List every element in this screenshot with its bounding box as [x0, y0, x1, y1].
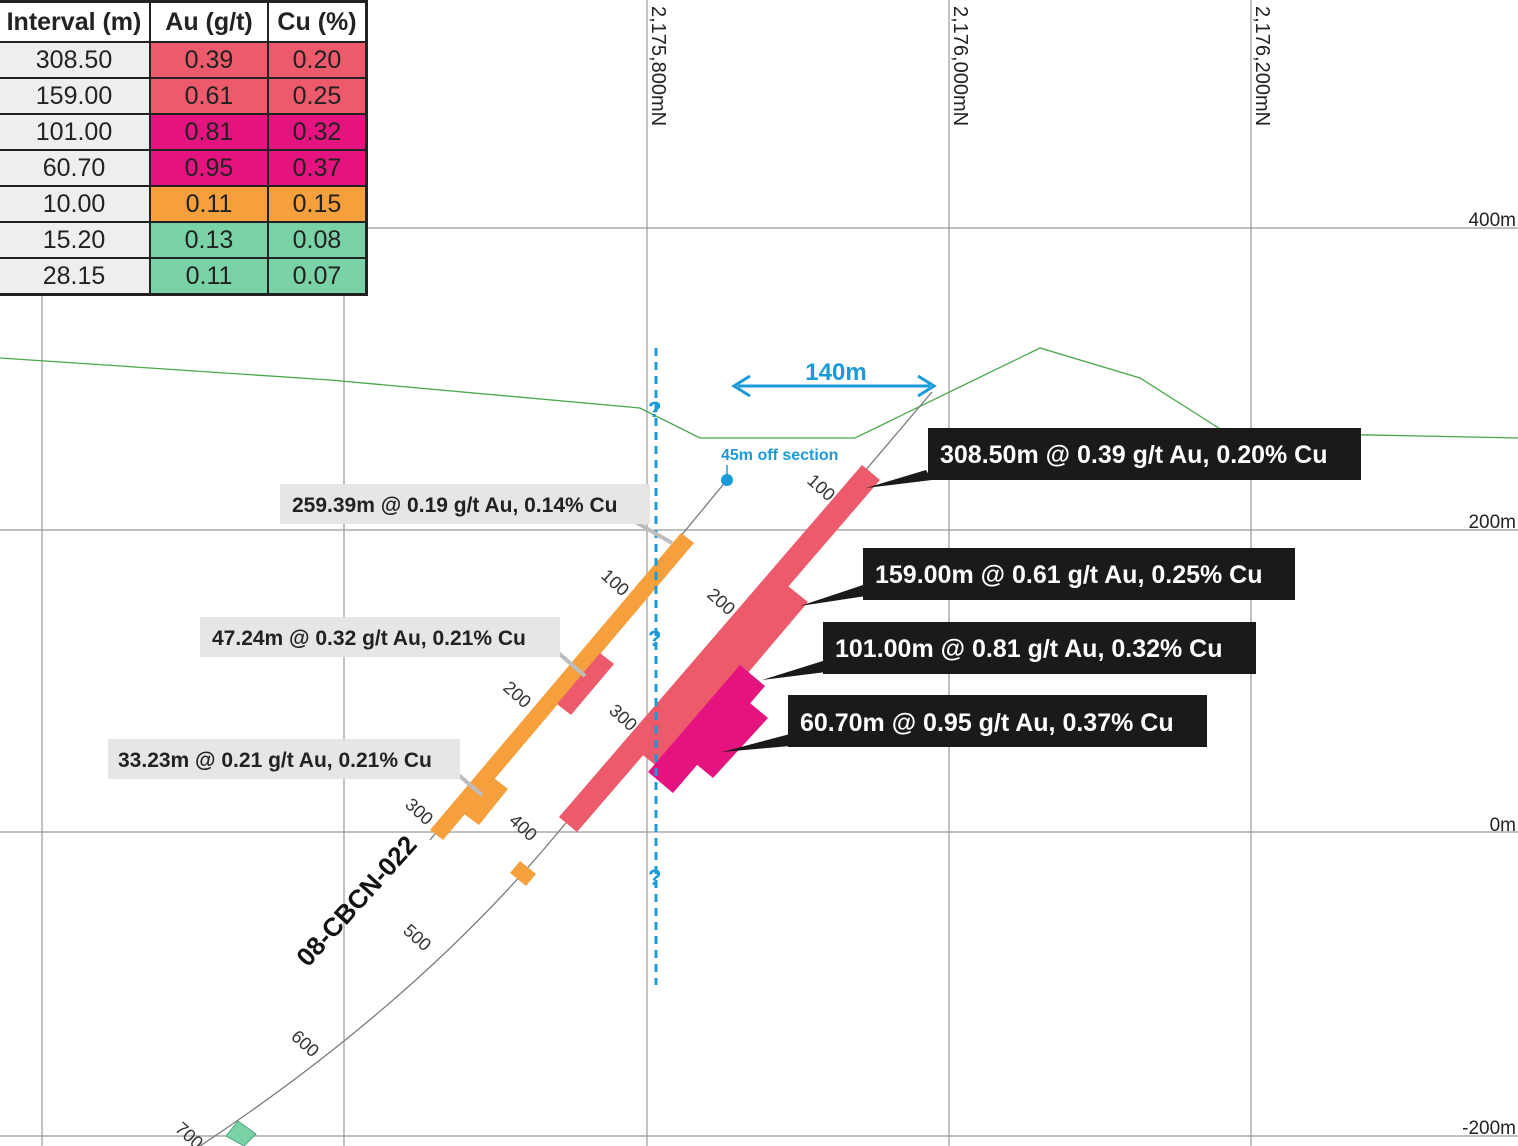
cell-interval: 28.15: [0, 257, 151, 296]
cell-interval: 10.00: [0, 185, 151, 223]
depth-tick-left-100: 100: [597, 565, 633, 600]
callout-left-3: 33.23m @ 0.21 g/t Au, 0.21% Cu: [118, 749, 432, 772]
table-row: 10.00 0.11 0.15: [0, 185, 368, 223]
table-row: 159.00 0.61 0.25: [0, 77, 368, 115]
interval-red-short: [557, 653, 614, 715]
callout-right-3-box: [823, 622, 1256, 674]
elevation-label-minus-200: -200m: [1462, 1118, 1516, 1139]
depth-tick-left-300: 300: [401, 794, 437, 829]
interval-green: [225, 1120, 257, 1146]
depth-tick-right-400: 400: [505, 810, 541, 845]
callout-right-1-box: [928, 428, 1361, 480]
query-marker-3: ?: [648, 865, 661, 890]
northing-label-2: 2,176,000mN: [949, 6, 971, 126]
elevation-label-200: 200m: [1468, 512, 1516, 533]
distance-label: 140m: [805, 359, 866, 386]
northing-label-1: 2,175,800mN: [647, 6, 669, 126]
drill-trace-right: [199, 391, 933, 1146]
elevation-label-400: 400m: [1468, 210, 1516, 231]
depth-tick-right-700: 700: [171, 1118, 207, 1146]
table-row: 28.15 0.11 0.07: [0, 257, 368, 296]
table-row: 101.00 0.81 0.32: [0, 113, 368, 151]
header-interval: Interval (m): [0, 0, 151, 43]
cell-au: 0.39: [149, 41, 269, 79]
cell-cu: 0.20: [267, 41, 368, 79]
cell-au: 0.95: [149, 149, 269, 187]
callout-left-1: 259.39m @ 0.19 g/t Au, 0.14% Cu: [292, 494, 618, 517]
interval-red-wide: [639, 582, 808, 772]
interval-red-main: [559, 465, 880, 832]
callout-left-3-box: [108, 739, 460, 779]
topography-line: [0, 347, 1518, 439]
left-hole-intervals: [430, 533, 694, 886]
callouts-left: 259.39m @ 0.19 g/t Au, 0.14% Cu 47.24m @…: [108, 484, 673, 797]
cell-au: 0.81: [149, 113, 269, 151]
hole-id-label: 08-CBCN-022: [290, 830, 423, 972]
cell-cu: 0.08: [267, 221, 368, 259]
callout-right-4: 60.70m @ 0.95 g/t Au, 0.37% Cu: [800, 709, 1174, 737]
callout-right-3: 101.00m @ 0.81 g/t Au, 0.32% Cu: [835, 635, 1223, 663]
header-au: Au (g/t): [149, 0, 269, 43]
callout-right-4-box: [788, 695, 1207, 747]
callout-right-1: 308.50m @ 0.39 g/t Au, 0.20% Cu: [940, 441, 1328, 469]
cell-cu: 0.07: [267, 257, 368, 296]
distance-arrow: [731, 374, 937, 398]
cell-au: 0.13: [149, 221, 269, 259]
table-header-row: Interval (m) Au (g/t) Cu (%): [0, 0, 368, 43]
table-row: 15.20 0.13 0.08: [0, 221, 368, 259]
cell-interval: 15.20: [0, 221, 151, 259]
collar-marker: [721, 474, 733, 486]
cell-au: 0.11: [149, 185, 269, 223]
elevation-label-0: 0m: [1490, 815, 1516, 836]
depth-ticks-right: 100 200 300 400 500 600 700: [171, 470, 839, 1146]
depth-tick-right-600: 600: [287, 1026, 323, 1061]
cell-au: 0.61: [149, 77, 269, 115]
callout-right-2-box: [863, 548, 1295, 600]
query-marker-2: ?: [648, 626, 661, 651]
northing-label-3: 2,176,200mN: [1251, 6, 1273, 126]
off-section-label: 45m off section: [721, 447, 838, 464]
cell-cu: 0.25: [267, 77, 368, 115]
cell-interval: 159.00: [0, 77, 151, 115]
callout-left-2: 47.24m @ 0.32 g/t Au, 0.21% Cu: [212, 627, 526, 650]
right-hole-intervals: [225, 465, 880, 1146]
cell-au: 0.11: [149, 257, 269, 296]
interval-magenta-1: [648, 665, 765, 793]
cell-cu: 0.37: [267, 149, 368, 187]
interval-orange-short: [464, 778, 508, 825]
table-row: 60.70 0.95 0.37: [0, 149, 368, 187]
depth-tick-right-500: 500: [399, 920, 435, 955]
interval-magenta-2: [690, 698, 768, 778]
cell-cu: 0.15: [267, 185, 368, 223]
callout-left-1-box: [280, 484, 650, 524]
callout-left-2-box: [200, 617, 560, 657]
callouts-right: 308.50m @ 0.39 g/t Au, 0.20% Cu 159.00m …: [722, 428, 1361, 752]
interval-orange-small: [510, 861, 536, 886]
intervals-table: Interval (m) Au (g/t) Cu (%) 308.50 0.39 0…: [0, 0, 368, 296]
cell-cu: 0.32: [267, 113, 368, 151]
interval-orange-long: [430, 533, 694, 840]
cell-interval: 308.50: [0, 41, 151, 79]
callout-right-2: 159.00m @ 0.61 g/t Au, 0.25% Cu: [875, 561, 1263, 589]
cell-interval: 60.70: [0, 149, 151, 187]
depth-tick-left-200: 200: [499, 677, 535, 712]
header-cu: Cu (%): [267, 0, 368, 43]
depth-tick-right-200: 200: [703, 584, 739, 619]
query-marker-1: ?: [648, 397, 661, 422]
table-row: 308.50 0.39 0.20: [0, 41, 368, 79]
cell-interval: 101.00: [0, 113, 151, 151]
